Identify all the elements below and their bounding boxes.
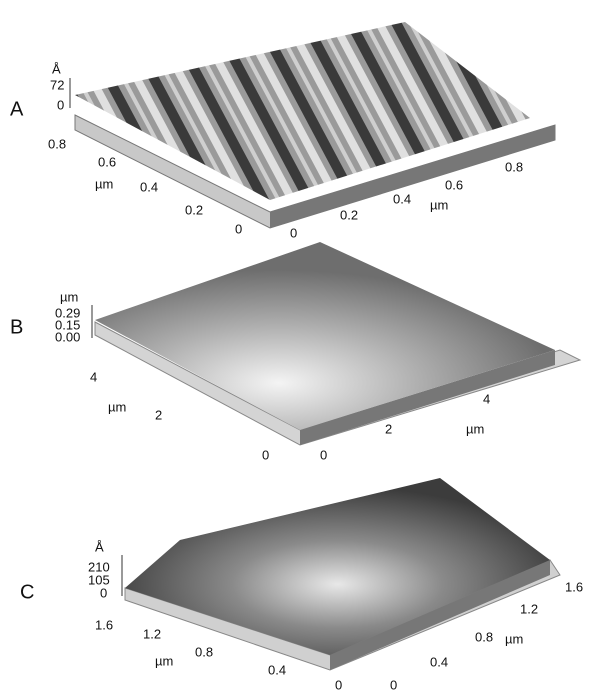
x-tick: 0.2 — [340, 207, 358, 222]
y-tick: 2 — [155, 407, 162, 422]
x-tick: 0.6 — [445, 177, 463, 192]
z-unit: Å — [95, 539, 104, 554]
surface — [125, 478, 550, 655]
z-tick: 72 — [50, 77, 64, 92]
panel-label: C — [20, 581, 34, 603]
x-tick: 0.8 — [475, 629, 493, 644]
x-tick: 2 — [385, 421, 392, 436]
panel-c: C Å 210 105 0 1.6 1.2 µm 0.8 0.4 0 0 0.4… — [20, 478, 583, 692]
y-tick: 0 — [235, 221, 242, 236]
z-unit: µm — [60, 289, 78, 304]
z-tick: 0.00 — [55, 329, 80, 344]
z-tick: 0 — [100, 585, 107, 600]
z-tick: 0 — [57, 97, 64, 112]
x-tick: 0.8 — [505, 159, 523, 174]
panel-label: A — [10, 98, 24, 120]
z-unit: Å — [52, 61, 61, 76]
y-unit: µm — [95, 176, 113, 191]
y-tick: 0.8 — [195, 644, 213, 659]
x-tick: 0.4 — [430, 654, 448, 669]
x-tick: 1.2 — [520, 601, 538, 616]
y-tick: 4 — [90, 369, 97, 384]
y-tick: 0.4 — [140, 179, 158, 194]
x-unit: µm — [430, 197, 448, 212]
x-unit: µm — [505, 631, 523, 646]
y-tick: 1.6 — [95, 617, 113, 632]
x-tick: 0 — [390, 677, 397, 692]
y-unit: µm — [108, 399, 126, 414]
panel-label: B — [10, 316, 23, 338]
x-tick: 0 — [320, 447, 327, 462]
x-tick: 1.6 — [565, 579, 583, 594]
y-tick: 0.2 — [185, 202, 203, 217]
y-tick: 0.8 — [48, 136, 66, 151]
y-tick: 1.2 — [143, 626, 161, 641]
panel-b: B µm 0.29 0.15 0.00 4 µm 2 0 0 2 µm 4 — [10, 242, 580, 462]
x-tick: 0.4 — [393, 191, 411, 206]
figure: A Å 72 0 0.8 0.6 µm 0.4 0.2 0 0 0.2 0.4 … — [0, 0, 593, 693]
y-tick: 0.4 — [268, 662, 286, 677]
x-tick: 4 — [483, 391, 490, 406]
y-tick: 0 — [335, 677, 342, 692]
y-tick: 0.6 — [98, 154, 116, 169]
surface — [75, 22, 530, 200]
panel-a: A Å 72 0 0.8 0.6 µm 0.4 0.2 0 0 0.2 0.4 … — [10, 22, 555, 240]
x-tick: 0 — [290, 225, 297, 240]
x-unit: µm — [466, 421, 484, 436]
y-tick: 0 — [262, 447, 269, 462]
y-unit: µm — [155, 653, 173, 668]
